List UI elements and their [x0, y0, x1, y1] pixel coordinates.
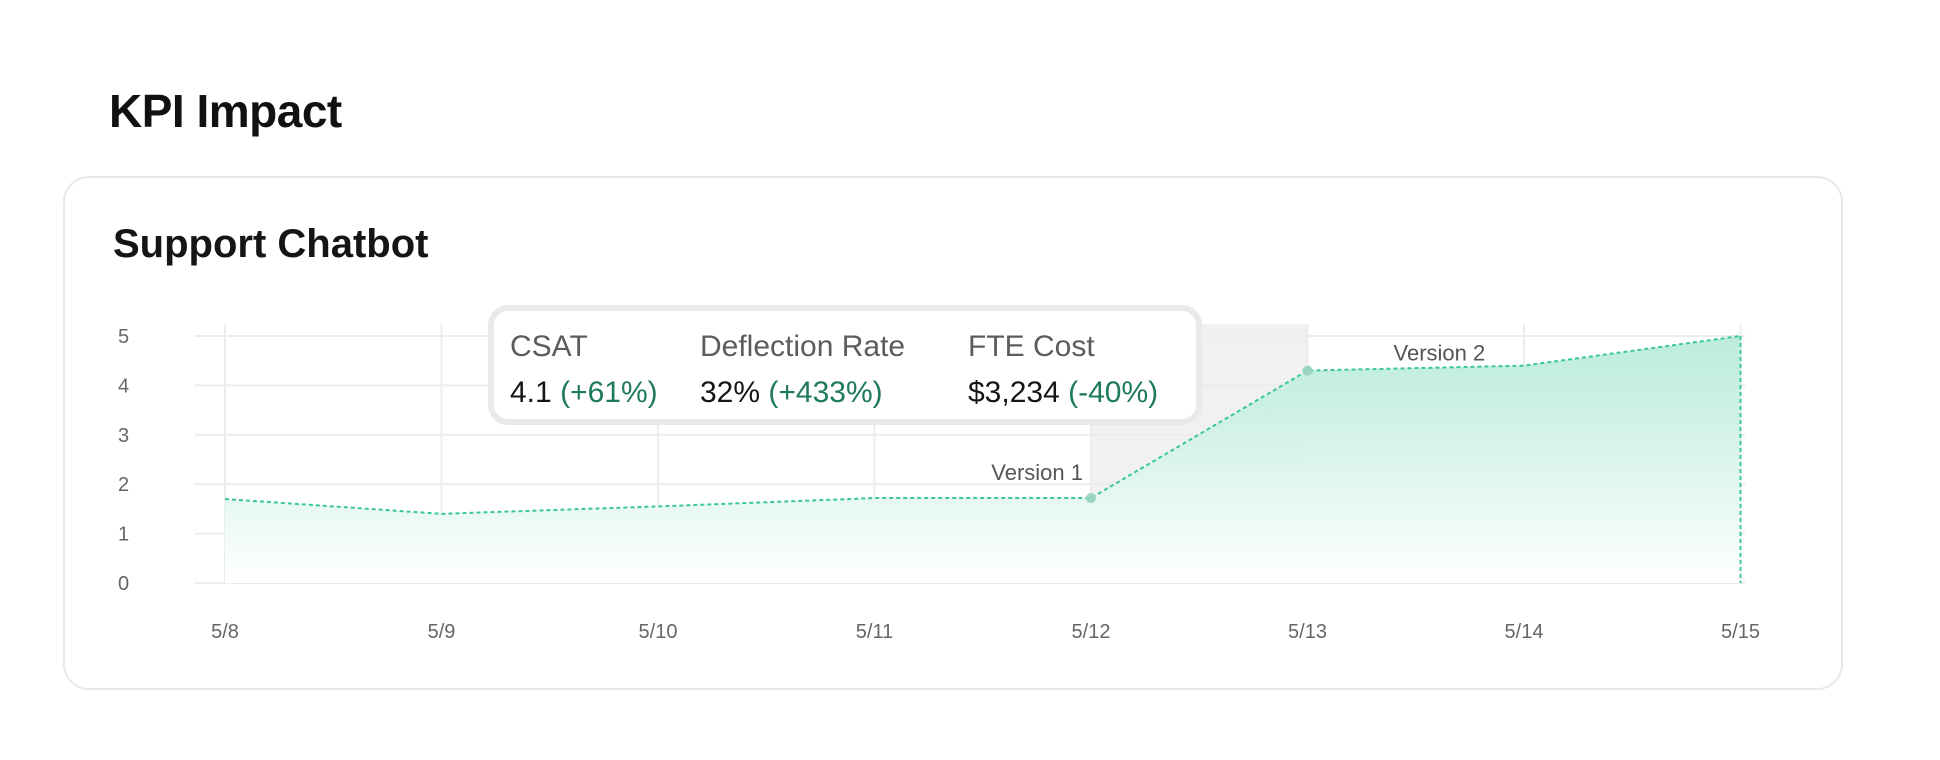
metric-deflection-rate: Deflection Rate 32% (+433%)	[700, 327, 905, 413]
metric-change: (+433%)	[768, 376, 883, 409]
metrics-tooltip: CSAT 4.1 (+61%) Deflection Rate 32% (+43…	[488, 305, 1202, 425]
metric-value: 4.1	[510, 376, 552, 409]
metric-csat: CSAT 4.1 (+61%)	[510, 327, 658, 413]
x-tick-label: 5/15	[1721, 621, 1760, 643]
series-area	[225, 336, 1741, 583]
page-title: KPI Impact	[109, 85, 342, 137]
y-tick-label: 3	[118, 425, 129, 447]
x-tick-label: 5/9	[428, 621, 456, 643]
metric-label: Deflection Rate	[700, 330, 906, 363]
x-tick-label: 5/8	[211, 621, 239, 643]
x-tick-label: 5/13	[1288, 621, 1327, 643]
version-point	[1086, 493, 1096, 504]
series-line	[224, 335, 1741, 515]
metric-fte-cost: FTE Cost $3,234 (-40%)	[968, 327, 1158, 413]
metric-change: (-40%)	[1068, 376, 1159, 409]
metric-change: (+61%)	[560, 376, 658, 409]
metric-label: CSAT	[510, 330, 588, 363]
x-tick-label: 5/11	[856, 621, 893, 643]
chart-card: Support Chatbot 0 1 2 3 4 5 5/8 5/9 5/10 5/11 5/12…	[63, 176, 1843, 690]
metric-value: $3,234	[968, 376, 1060, 409]
y-tick-label: 0	[118, 573, 129, 595]
kpi-area-chart: 0 1 2 3 4 5 5/8 5/9 5/10 5/11 5/12 5/13 5/14 5/15 Ver…	[118, 324, 1760, 643]
y-tick-label: 5	[118, 326, 129, 348]
x-tick-label: 5/12	[1072, 621, 1111, 643]
version-label: Version 2	[1394, 341, 1486, 366]
version-point	[1302, 365, 1313, 376]
y-tick-label: 4	[118, 375, 129, 397]
x-tick-label: 5/10	[639, 621, 678, 643]
metric-label: FTE Cost	[968, 330, 1095, 363]
card-title: Support Chatbot	[113, 222, 429, 266]
y-tick-label: 2	[118, 474, 129, 496]
x-tick-label: 5/14	[1505, 621, 1544, 643]
version-label: Version 1	[991, 460, 1083, 485]
metric-value: 32%	[700, 376, 761, 409]
y-tick-label: 1	[118, 524, 129, 546]
